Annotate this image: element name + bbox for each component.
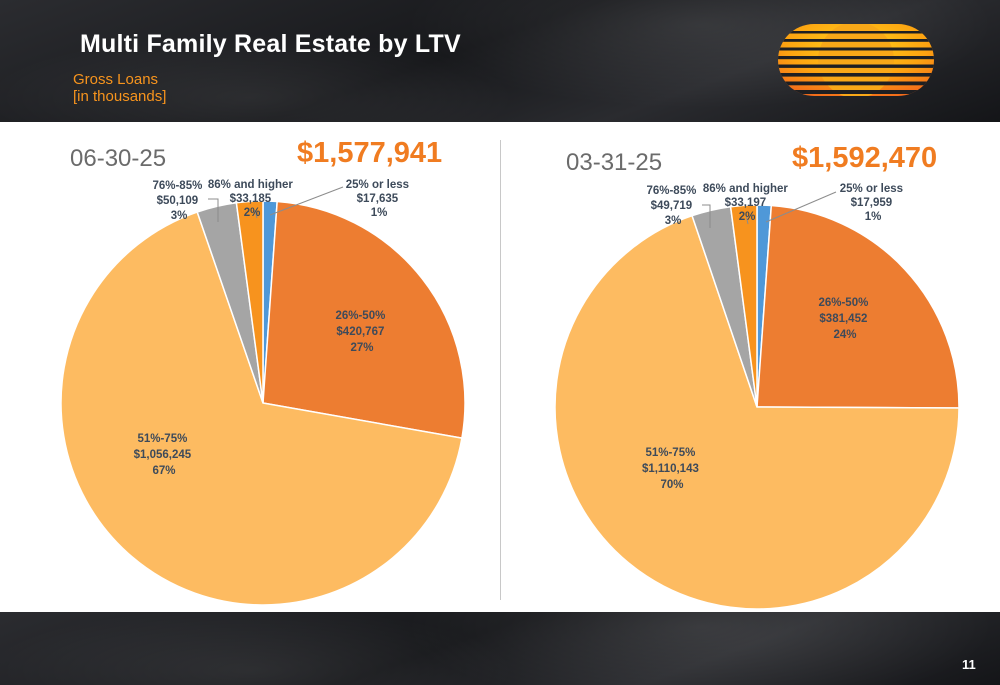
data-label-25-or-less: 25% or less $17,635 1%: [346, 179, 413, 219]
slice-percent: 1%: [865, 211, 882, 223]
slice-value: $33,197: [725, 197, 767, 209]
chart-date-label: 06-30-25: [70, 145, 166, 172]
page-number: 11: [962, 657, 976, 672]
pie-slices: [60, 200, 466, 606]
slice-value: $17,959: [851, 197, 893, 209]
data-label-76-85: 76%-85% $49,719 3%: [646, 185, 699, 227]
slice-percent: 27%: [350, 342, 373, 354]
data-label-86-and-higher: 86% and higher $33,185 2%: [208, 179, 296, 219]
slice-percent: 24%: [833, 329, 856, 341]
slice-category: 86% and higher: [208, 179, 294, 191]
pie-slice-86-and-higher: [235, 200, 264, 404]
slice-value: $420,767: [336, 326, 384, 338]
slice-percent: 2%: [244, 207, 261, 219]
panel-divider: [500, 140, 501, 600]
chart-date-label: 03-31-25: [566, 149, 662, 176]
leader-lines: [702, 191, 837, 228]
company-logo: [778, 24, 934, 96]
pie-slice-26-50: [262, 200, 466, 440]
pie-slice-51-75: [60, 211, 463, 606]
subtitle-line-2: [in thousands]: [73, 88, 167, 105]
chart-total-label: $1,577,941: [297, 137, 442, 169]
leader-lines: [208, 186, 344, 222]
slice-category: 86% and higher: [703, 183, 789, 195]
slice-value: $33,185: [230, 193, 272, 205]
slice-category: 51%-75%: [645, 447, 695, 459]
slice-value: $17,635: [357, 193, 399, 205]
chart-total-label: $1,592,470: [792, 142, 937, 174]
slice-value: $1,110,143: [642, 463, 699, 475]
footer-background: [0, 612, 1000, 685]
data-label-86-and-higher: 86% and higher $33,197 2%: [703, 183, 791, 223]
data-label-51-75: 51%-75% $1,110,143 70%: [642, 447, 702, 491]
slice-percent: 70%: [660, 479, 683, 491]
slice-value: $50,109: [157, 195, 199, 207]
slice-percent: 3%: [171, 210, 188, 222]
pie-chart-jun-30-25: 06-30-25 $1,577,941 86% and higher $33,1…: [60, 137, 466, 606]
slice-category: 25% or less: [840, 183, 903, 195]
slice-value: $49,719: [651, 200, 693, 212]
subtitle-line-1: Gross Loans: [73, 71, 159, 88]
slice-category: 26%-50%: [335, 310, 385, 322]
slice-category: 26%-50%: [818, 297, 868, 309]
slice-category: 76%-85%: [646, 185, 696, 197]
data-label-76-85: 76%-85% $50,109 3%: [152, 180, 205, 222]
data-label-26-50: 26%-50% $381,452 24%: [818, 297, 871, 341]
pie-slice-26-50: [756, 204, 960, 409]
slice-category: 25% or less: [346, 179, 409, 191]
slice-percent: 3%: [665, 215, 682, 227]
slide-title: Multi Family Real Estate by LTV: [80, 30, 461, 58]
slice-percent: 2%: [739, 211, 756, 223]
slice-category: 76%-85%: [152, 180, 202, 192]
slice-category: 51%-75%: [137, 433, 187, 445]
slice-percent: 1%: [371, 207, 388, 219]
pie-slice-51-75: [554, 214, 960, 610]
slice-value: $381,452: [819, 313, 867, 325]
data-label-25-or-less: 25% or less $17,959 1%: [840, 183, 907, 223]
slice-value: $1,056,245: [134, 449, 192, 461]
data-label-26-50: 26%-50% $420,767 27%: [335, 310, 388, 354]
data-label-51-75: 51%-75% $1,056,245 67%: [134, 433, 195, 477]
pie-slices: [554, 204, 960, 610]
pie-slice-86-and-higher: [729, 204, 758, 408]
slide-subtitle: Gross Loans [in thousands]: [73, 71, 166, 105]
slice-percent: 67%: [152, 465, 175, 477]
pie-chart-mar-31-25: 03-31-25 $1,592,470 86% and higher $33,1…: [554, 142, 960, 610]
